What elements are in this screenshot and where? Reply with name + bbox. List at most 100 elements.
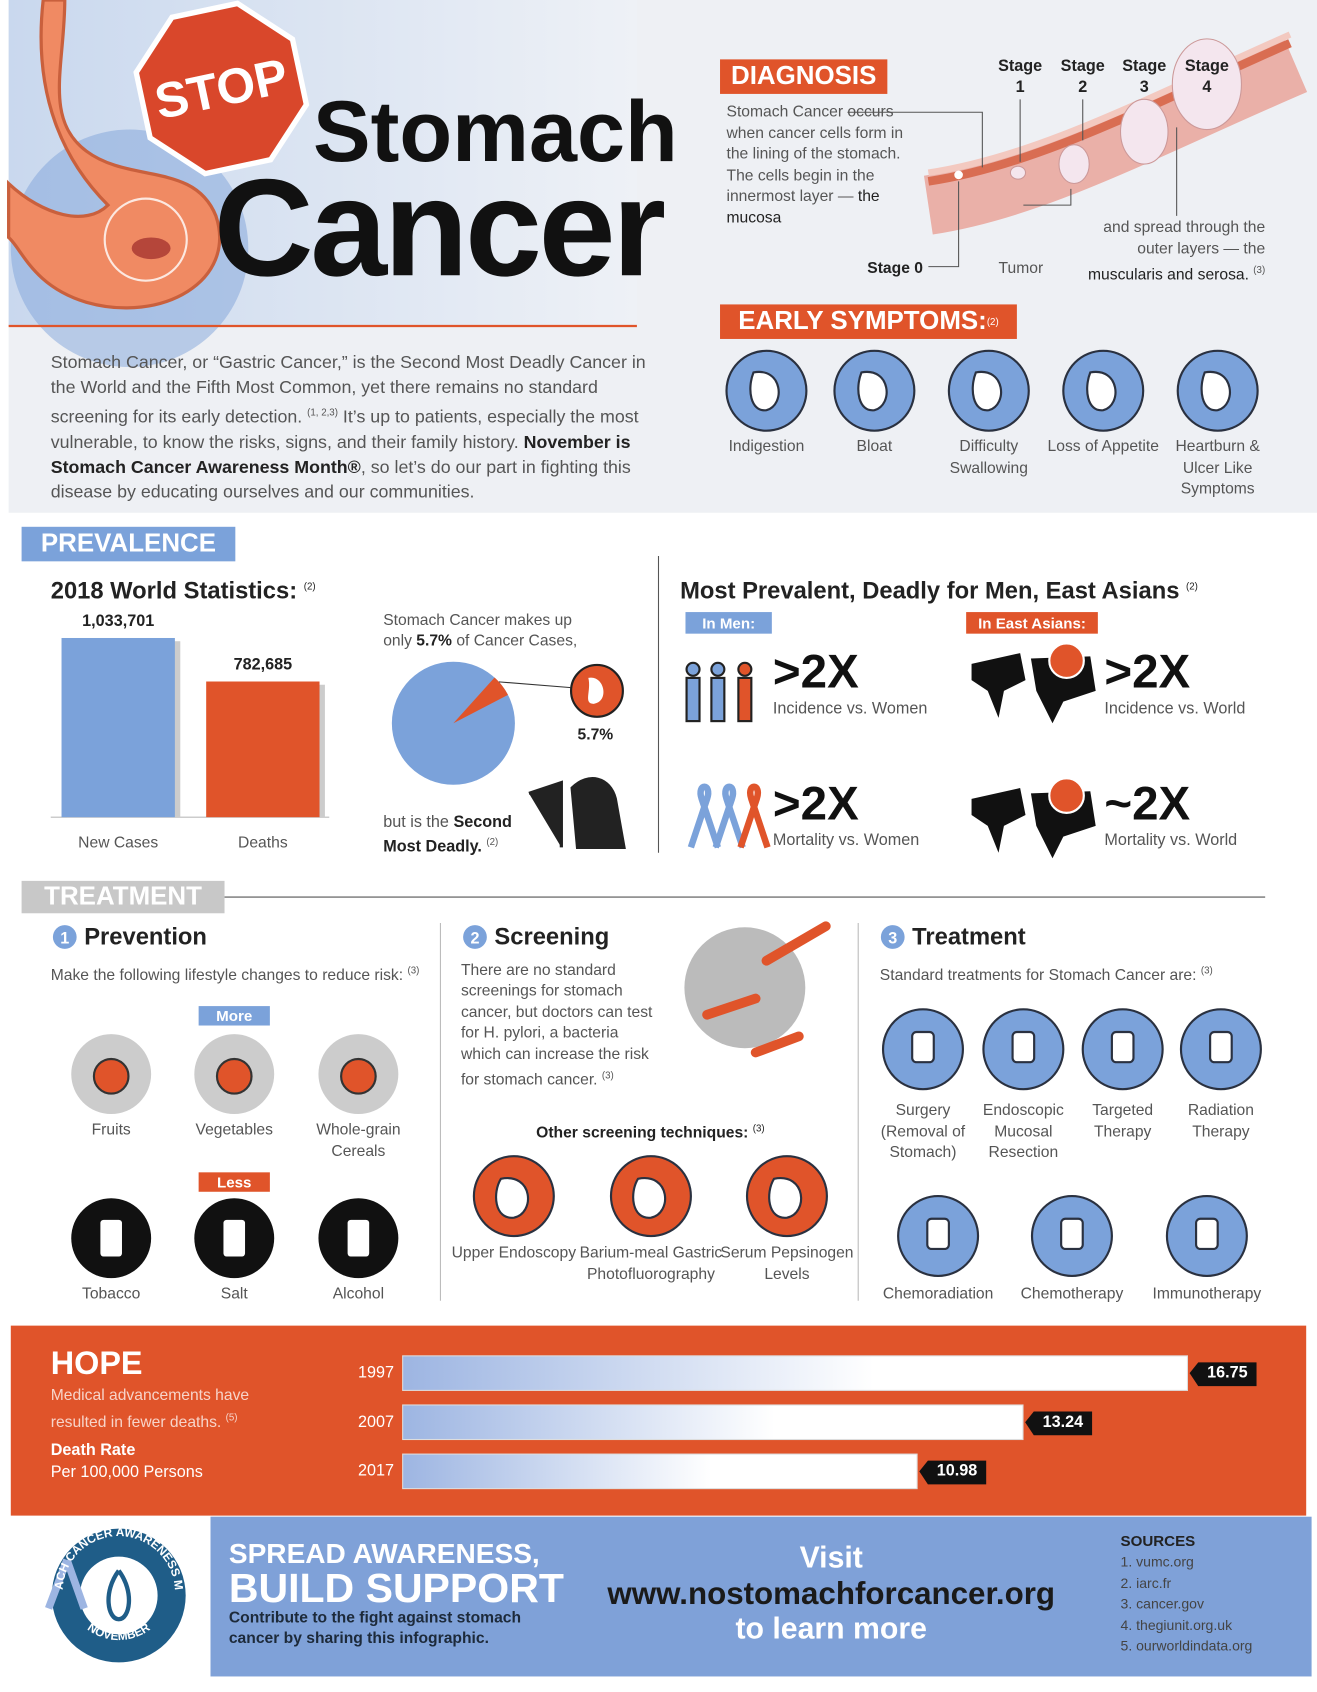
therapy-label: Immunotherapy [1152, 1285, 1262, 1303]
lifestyle-label: Salt [220, 1285, 248, 1303]
spread-text: and spread through the outer layers — th… [1069, 218, 1265, 286]
url: www.nostomachforcancer.org [607, 1577, 1056, 1612]
tumor [1119, 98, 1169, 165]
chart-title-part: (2) [303, 580, 316, 592]
tumor-label: Tumor [998, 260, 1044, 278]
logo-ribbon [45, 1558, 88, 1610]
value-label: 782,685 [233, 655, 293, 674]
stat-label: Incidence vs. World [1104, 699, 1246, 718]
source: 1. vumc.org [1120, 1553, 1194, 1570]
pie-leader [498, 681, 572, 689]
visit-text: Visit [799, 1540, 863, 1574]
therapy-icon [1011, 1030, 1036, 1064]
bar [61, 637, 175, 818]
therapy-icon [926, 1217, 950, 1251]
group-tag: In East Asians: [966, 612, 1098, 634]
year-label: 1997 [357, 1363, 395, 1382]
stat-value: >2X [1104, 645, 1191, 699]
category-label: Deaths [238, 834, 288, 852]
prevention-text-part: Make the following lifestyle changes to … [50, 967, 404, 985]
value-tag [1025, 1411, 1093, 1436]
pie-label: 5.7% [577, 726, 614, 744]
screening-label: Barium-meal Gastric Photofluorography [579, 1244, 723, 1283]
pie-text-part: but is the [383, 812, 449, 832]
title-line: Stomach [313, 83, 678, 180]
year-label: 2017 [357, 1461, 395, 1480]
screening-label: Serum Pepsinogen Levels [720, 1244, 854, 1283]
logo-text: NOVEMBER [85, 1620, 153, 1643]
therapy-label: Targeted Therapy [1092, 1102, 1154, 1141]
lifestyle-label: Whole-grain Cereals [316, 1121, 401, 1160]
screening-text-part: (3) [601, 1069, 614, 1081]
footer-heading: BUILD SUPPORT [228, 1566, 564, 1612]
stop-sign [133, 0, 310, 177]
symptom-label: Loss of Appetite [1047, 438, 1159, 456]
lifestyle-icon [100, 1219, 122, 1257]
lifestyle-icon [215, 1057, 253, 1095]
section-tag: DIAGNOSIS [720, 59, 888, 94]
section-tag: TREATMENT [21, 880, 225, 914]
stomach-illustration [7, 0, 222, 310]
section-tag-part: EARLY SYMPTOMS: [738, 306, 987, 336]
lifestyle-icon [92, 1057, 130, 1095]
hbar [402, 1355, 1188, 1391]
stat-value: >2X [772, 645, 859, 699]
target [103, 197, 188, 282]
bacteria [702, 921, 831, 1058]
stat-label: Incidence vs. Women [772, 699, 928, 718]
leader-lines [847, 99, 1178, 268]
ribbon-icon [687, 783, 771, 849]
stage-label: Stage 1 [998, 57, 1043, 97]
source: 2. iarc.fr [1120, 1574, 1172, 1591]
screening-subtitle-part: (3) [752, 1122, 765, 1134]
section-tag-part: TREATMENT [44, 881, 202, 912]
pie-text-part: (2) [486, 836, 499, 848]
hope-metric: Death Rate [50, 1441, 136, 1460]
symptom-icon [1200, 370, 1231, 412]
therapy-icon [911, 1030, 935, 1064]
spread-text-part: muscularis and serosa. [1088, 266, 1249, 284]
therapy-text: Standard treatments for Stomach Cancer a… [880, 961, 1269, 987]
therapy-label: Chemoradiation [882, 1285, 994, 1303]
prevention-text-part: (3) [407, 965, 420, 976]
tumor [1009, 165, 1027, 180]
number-text: 3 [888, 929, 897, 947]
stat-label: Mortality vs. Women [772, 831, 920, 850]
group-tag-part: In Men: [702, 614, 756, 632]
screening-icon [632, 1177, 667, 1219]
lifestyle-icon [347, 1219, 370, 1257]
number-text: 1 [60, 929, 69, 947]
therapy-icon [1209, 1030, 1233, 1064]
symptom-label: Heartburn & Ulcer Like Symptoms [1175, 438, 1260, 498]
logo-text: NOVEMBER [85, 1620, 153, 1643]
lesion [131, 237, 171, 260]
stage-label: Stage 0 [867, 260, 923, 278]
pie-text-part: 5.7% [416, 632, 452, 650]
level-tag: More [198, 1006, 270, 1026]
hope-text-part: (5) [225, 1411, 238, 1423]
symptom-label: Difficulty Swallowing [949, 438, 1028, 477]
pie-text-part: Second Most Deadly. [383, 812, 512, 857]
stomach-icon [588, 677, 604, 704]
sources-title: SOURCES [1120, 1531, 1196, 1550]
pie-text: Stomach Cancer makes up only 5.7% of Can… [383, 611, 588, 652]
tumor [1171, 38, 1242, 131]
lifestyle-label: Tobacco [82, 1285, 141, 1303]
group-tag-part: In East Asians: [978, 614, 1086, 632]
number-badge [463, 925, 487, 949]
section-title-part: Most Prevalent, Deadly for Men, East Asi… [680, 576, 1180, 604]
subsection-title: Screening [494, 922, 610, 950]
symptom-icon [749, 370, 780, 412]
value-label: 10.98 [936, 1461, 978, 1480]
visit-text: to learn more [735, 1611, 927, 1646]
therapy-label: Surgery (Removal of Stomach) [880, 1102, 966, 1162]
level-tag-part: Less [217, 1173, 252, 1191]
hope-text: Medical advancements have resulted in fe… [51, 1386, 272, 1433]
lifestyle-icon [223, 1219, 246, 1257]
section-title-part: (2) [1186, 580, 1198, 592]
footer-bg [210, 1516, 1312, 1677]
hbar [402, 1404, 1024, 1441]
number-text: 2 [470, 929, 479, 947]
